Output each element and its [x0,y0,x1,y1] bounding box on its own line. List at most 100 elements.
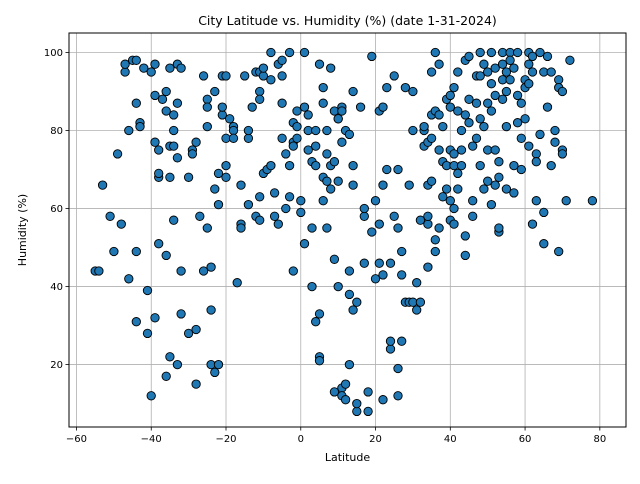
data-point [299,239,310,249]
data-point [258,63,269,73]
data-point [430,246,440,257]
data-point [124,274,134,284]
data-point [363,387,373,397]
data-point [374,258,384,268]
data-point [191,137,201,147]
data-point [490,63,500,73]
data-point [412,305,422,315]
data-point [333,281,343,292]
data-point [475,114,485,124]
data-point [449,219,459,229]
data-point [359,258,369,268]
data-point [333,114,343,124]
data-point [326,184,336,194]
data-point [206,305,216,315]
data-point [292,106,302,116]
data-point [512,47,523,58]
data-point [449,82,459,93]
axis-ticks: −60 −40 −20 0 20 40 60 80 20 40 60 80 100 [44,48,606,445]
data-point [228,133,239,143]
data-point [539,207,549,218]
data-point [142,285,153,296]
data-point [344,359,355,370]
data-point [471,98,482,108]
data-point [527,219,538,229]
data-point [397,270,407,280]
data-point [501,86,512,97]
data-point [266,160,276,171]
data-point [139,63,149,73]
data-point [359,203,369,214]
data-point [172,98,183,108]
data-point [337,137,347,147]
data-point [333,176,343,186]
data-point [408,86,418,97]
data-point [221,71,231,81]
data-point [307,223,317,233]
data-point [370,274,381,284]
data-point [210,86,220,97]
data-point [154,145,164,155]
data-point [340,395,351,405]
data-point [314,356,325,366]
x-tick-label: 40 [444,434,457,445]
data-point [281,149,291,159]
data-point [449,149,459,159]
data-point [486,47,497,58]
data-point [348,86,358,97]
data-point [210,367,220,378]
data-point [352,406,362,417]
data-point [131,317,141,327]
x-tick-label: 0 [298,434,304,445]
data-point [176,63,186,73]
data-point [183,328,194,339]
data-point [352,398,362,409]
data-point [393,391,403,401]
data-point [378,395,388,405]
data-points [90,47,598,417]
data-point [228,125,239,136]
data-point [314,309,325,319]
y-tick-label: 60 [50,204,63,215]
data-point [269,211,280,221]
data-point [146,391,156,401]
data-point [213,168,224,179]
x-tick-label: −60 [66,434,87,445]
data-point [131,246,141,257]
data-point [460,110,470,120]
data-point [404,180,414,190]
data-point [329,157,340,167]
data-point [183,172,194,182]
data-point [494,157,504,167]
data-point [456,125,467,136]
data-point [116,219,126,229]
data-point [415,297,426,307]
x-tick-label: 20 [369,434,382,445]
data-point [172,359,183,370]
data-point [546,160,556,171]
data-point [273,219,283,229]
data-point [124,125,134,136]
data-point [464,94,474,104]
data-point [367,51,377,62]
data-point [202,94,212,104]
data-point [191,324,201,335]
data-point [247,102,257,112]
data-point [479,121,489,132]
data-point [374,219,384,229]
data-point [296,196,306,206]
data-point [318,82,328,93]
data-point [326,63,336,73]
data-point [120,67,130,77]
data-point [512,118,523,128]
data-point [385,258,396,268]
data-point [557,149,568,159]
data-point [284,47,295,58]
y-tick-label: 100 [44,48,63,59]
data-point [359,211,369,221]
data-point [531,196,541,206]
data-point [434,110,444,120]
x-tick-label: −20 [215,434,236,445]
data-point [546,67,556,77]
data-point [284,160,295,171]
